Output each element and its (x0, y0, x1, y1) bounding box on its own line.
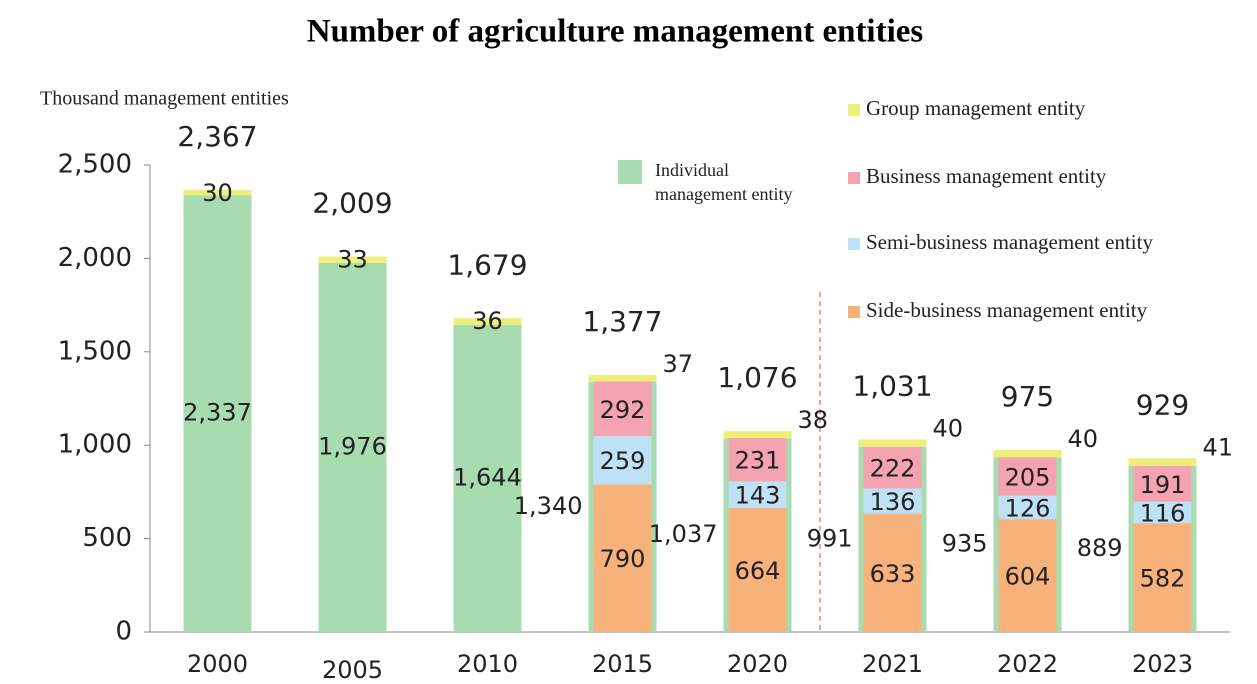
total-label: 1,031 (852, 369, 932, 402)
bar (858, 439, 927, 447)
legend-swatch (618, 160, 642, 184)
data-label: 292 (600, 396, 646, 424)
data-label: 582 (1140, 565, 1186, 593)
data-label: 889 (1077, 534, 1123, 562)
bar-segment (863, 488, 922, 514)
bar (453, 318, 522, 325)
legend-label: Individual management entity (655, 160, 793, 204)
x-tick-label: 2023 (1132, 650, 1193, 678)
bar-segment (728, 481, 787, 508)
data-label: 231 (735, 447, 781, 475)
bar (318, 256, 387, 263)
bar (723, 431, 792, 439)
data-label: 41 (1203, 433, 1234, 461)
x-tick-label: 2020 (727, 650, 788, 678)
bar (588, 374, 657, 382)
x-tick-label: 2010 (457, 650, 518, 678)
y-tick-label: 0 (115, 617, 132, 647)
legend-swatch (848, 172, 860, 184)
data-label: 136 (870, 488, 916, 516)
total-label: 2,009 (312, 187, 392, 220)
legend-swatch (848, 306, 860, 318)
data-label: 790 (600, 545, 646, 573)
data-label: 1,644 (453, 463, 522, 491)
data-label: 259 (600, 447, 646, 475)
legend-swatch (848, 238, 860, 250)
x-tick-label: 2022 (997, 650, 1058, 678)
bar-segment (728, 438, 787, 482)
legend-swatch (848, 104, 860, 116)
data-label: 222 (870, 455, 916, 483)
bar-segment (863, 513, 922, 632)
bar-segment (1133, 465, 1192, 502)
x-tick-label: 2021 (862, 650, 923, 678)
data-label: 37 (663, 350, 694, 378)
legend-label: Side-business management entity (866, 298, 1148, 322)
chart-title: Number of agriculture management entitie… (307, 14, 924, 50)
data-label: 30 (202, 179, 233, 207)
data-label: 126 (1005, 494, 1051, 522)
bar (1128, 458, 1197, 466)
data-label: 633 (870, 560, 916, 588)
x-tick-label: 2015 (592, 650, 653, 678)
bar-segment (1133, 501, 1192, 524)
data-label: 36 (472, 307, 503, 335)
bar (993, 449, 1062, 458)
data-label: 33 (337, 246, 368, 274)
bar-segment (593, 381, 652, 437)
legend-label: Business management entity (866, 164, 1107, 188)
x-tick-label: 2005 (322, 656, 383, 680)
y-axis-label: Thousand management entities (40, 88, 289, 110)
bar (183, 195, 252, 632)
y-tick-label: 2,000 (58, 243, 132, 273)
total-label: 1,679 (447, 248, 527, 281)
data-label: 604 (1005, 563, 1051, 591)
bar-segment (998, 519, 1057, 632)
bar (183, 189, 252, 196)
total-label: 1,076 (717, 361, 797, 394)
legend-label: Semi-business management entity (866, 230, 1153, 254)
y-tick-label: 1,500 (58, 336, 132, 366)
data-label: 40 (1068, 425, 1099, 453)
y-tick-label: 2,500 (58, 150, 132, 180)
x-tick-label: 2000 (187, 650, 248, 678)
y-tick-label: 1,000 (58, 430, 132, 460)
bar-segment (1133, 523, 1192, 632)
data-label: 205 (1005, 463, 1051, 491)
total-label: 2,367 (177, 120, 257, 153)
data-label: 935 (942, 530, 988, 558)
data-label: 116 (1140, 499, 1186, 527)
total-label: 929 (1136, 388, 1189, 421)
total-label: 1,377 (582, 305, 662, 338)
total-label: 975 (1001, 380, 1054, 413)
data-label: 40 (933, 414, 964, 442)
bar (453, 324, 522, 632)
data-label: 2,337 (183, 399, 252, 427)
bar-segment (998, 457, 1057, 496)
data-label: 1,340 (514, 492, 583, 520)
bar-segment (593, 484, 652, 632)
bar-segment (593, 436, 652, 485)
data-label: 38 (798, 406, 829, 434)
data-label: 1,037 (649, 520, 718, 548)
data-label: 191 (1140, 471, 1186, 499)
data-label: 664 (735, 557, 781, 585)
bar-segment (998, 495, 1057, 520)
data-label: 1,976 (318, 432, 387, 460)
data-label: 143 (735, 482, 781, 510)
bar-segment (728, 507, 787, 632)
y-tick-label: 500 (82, 523, 132, 553)
bar-segment (863, 446, 922, 489)
bar (318, 262, 387, 632)
legend-label: Group management entity (866, 96, 1086, 120)
data-label: 991 (807, 524, 853, 552)
